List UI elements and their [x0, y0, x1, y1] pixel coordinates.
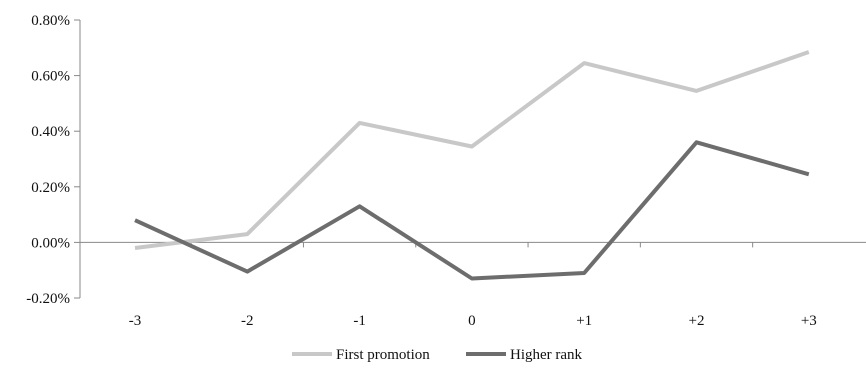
series-line-higher-rank [135, 142, 809, 278]
x-tick-label: -1 [353, 313, 366, 329]
y-tick-label: 0.20% [31, 180, 70, 196]
x-tick-label: 0 [468, 313, 476, 329]
legend-label: Higher rank [510, 347, 583, 363]
series-lines [135, 52, 809, 279]
x-tick-label: -2 [241, 313, 254, 329]
y-tick-label: 0.40% [31, 124, 70, 140]
y-tick-label: 0.80% [31, 13, 70, 29]
x-tick-label: -3 [129, 313, 142, 329]
series-line-first-promotion [135, 52, 809, 248]
x-tick-label: +2 [689, 313, 705, 329]
x-tick-label: +1 [576, 313, 592, 329]
y-tick-label: 0.60% [31, 69, 70, 85]
x-tick-label: +3 [801, 313, 817, 329]
y-tick-label: 0.00% [31, 235, 70, 251]
legend: First promotion Higher rank [292, 347, 583, 363]
legend-label: First promotion [336, 347, 430, 363]
x-axis: -3 -2 -1 0 +1 +2 +3 [80, 242, 866, 329]
y-tick-label: -0.20% [26, 291, 70, 307]
y-axis: 0.80% 0.60% 0.40% 0.20% 0.00% -0.20% [26, 13, 80, 307]
